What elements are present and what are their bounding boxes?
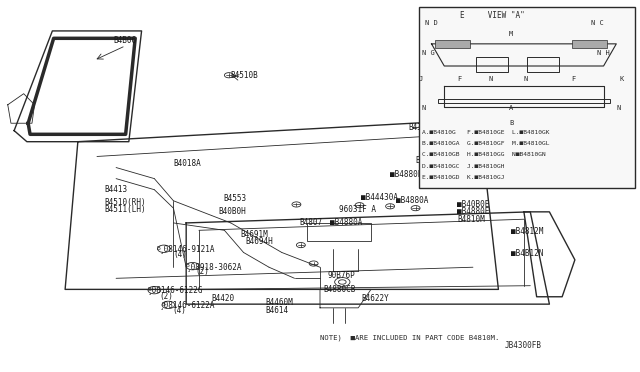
Text: B4B06: B4B06 — [113, 36, 136, 45]
Text: JB4300FB: JB4300FB — [505, 341, 542, 350]
Text: C.■B4810GB  H.■B4810GG  N■B4810GN: C.■B4810GB H.■B4810GG N■B4810GN — [422, 153, 546, 157]
Text: B: B — [509, 120, 513, 126]
Text: B4510B: B4510B — [231, 71, 259, 80]
Bar — [527, 57, 559, 71]
Text: (2): (2) — [159, 292, 173, 301]
Text: D.■B4810GC  J.■B4810GH: D.■B4810GC J.■B4810GH — [422, 164, 504, 169]
Text: E.■B4810GD  K.■B4810GJ: E.■B4810GD K.■B4810GJ — [422, 174, 504, 180]
Text: ■B4880E: ■B4880E — [457, 207, 490, 217]
Text: B4810M: B4810M — [457, 215, 484, 224]
Text: B4460M: B4460M — [266, 298, 294, 307]
Text: (2): (2) — [196, 267, 210, 276]
Bar — [307, 223, 371, 241]
Text: B4807: B4807 — [300, 218, 323, 227]
Text: A: A — [509, 105, 513, 111]
Text: B4622Y: B4622Y — [362, 294, 389, 303]
Text: N H: N H — [597, 50, 610, 56]
Text: B4018A: B4018A — [173, 159, 201, 169]
Text: A.■B4810G   F.■B4810GE  L.■B4810GK: A.■B4810G F.■B4810GE L.■B4810GK — [422, 130, 550, 135]
Text: N C: N C — [591, 20, 604, 26]
Bar — [438, 99, 610, 103]
Text: B: B — [147, 287, 151, 292]
Text: ■B44430A: ■B44430A — [362, 193, 399, 202]
Text: B: B — [186, 263, 189, 268]
Text: B4614: B4614 — [266, 306, 289, 315]
Text: ¸08918-3062A: ¸08918-3062A — [186, 262, 242, 271]
Text: B4511(LH): B4511(LH) — [104, 205, 147, 214]
Text: ¸08146-6122G: ¸08146-6122G — [148, 286, 204, 295]
Text: ¸08146-9121A: ¸08146-9121A — [159, 244, 215, 253]
Text: N: N — [616, 105, 621, 111]
Text: NOTE)  ■ARE INCLUDED IN PART CODE B4810M.: NOTE) ■ARE INCLUDED IN PART CODE B4810M. — [320, 334, 499, 341]
Text: B4420: B4420 — [212, 294, 235, 303]
Text: ■B4880A: ■B4880A — [396, 196, 429, 205]
Text: B40B0H: B40B0H — [218, 207, 246, 217]
Text: 90B76P: 90B76P — [328, 271, 355, 280]
Text: B: B — [161, 302, 165, 307]
Text: B4510(RH): B4510(RH) — [104, 198, 147, 207]
Text: B4413: B4413 — [104, 185, 128, 194]
Text: B4694H: B4694H — [246, 237, 273, 246]
Bar — [572, 40, 607, 48]
Text: ■B4880EA: ■B4880EA — [390, 170, 427, 179]
Text: F: F — [572, 76, 576, 82]
Text: ■B40B0E: ■B40B0E — [457, 200, 490, 209]
Text: K: K — [620, 76, 624, 82]
Text: J: J — [419, 76, 423, 82]
Text: 96031F A: 96031F A — [339, 205, 376, 215]
Text: (4): (4) — [173, 250, 188, 259]
Text: E     VIEW "A": E VIEW "A" — [460, 11, 525, 20]
Text: N: N — [489, 76, 493, 82]
Bar — [435, 40, 470, 48]
Text: ■B4812M: ■B4812M — [511, 227, 543, 235]
Text: M: M — [509, 32, 513, 38]
Text: ¸08146-6122A: ¸08146-6122A — [159, 300, 215, 310]
Text: B4880CB: B4880CB — [323, 285, 356, 294]
Text: F: F — [457, 76, 461, 82]
Bar — [476, 57, 508, 71]
Text: N G: N G — [422, 50, 435, 56]
Text: B: B — [157, 246, 161, 251]
Text: B4553: B4553 — [223, 195, 246, 203]
Text: (4): (4) — [172, 306, 186, 315]
Text: N: N — [524, 76, 528, 82]
Text: B4300: B4300 — [408, 123, 431, 132]
Text: B4014: B4014 — [415, 156, 438, 166]
Text: N: N — [422, 105, 426, 111]
Text: N D: N D — [425, 20, 438, 26]
Text: B4691M: B4691M — [241, 230, 268, 239]
FancyBboxPatch shape — [419, 7, 636, 188]
Text: B.■B4810GA  G.■B4810GF  M.■B4810GL: B.■B4810GA G.■B4810GF M.■B4810GL — [422, 141, 550, 147]
Text: ■B4880A: ■B4880A — [330, 218, 362, 227]
Text: ■B4B12N: ■B4B12N — [511, 249, 543, 258]
